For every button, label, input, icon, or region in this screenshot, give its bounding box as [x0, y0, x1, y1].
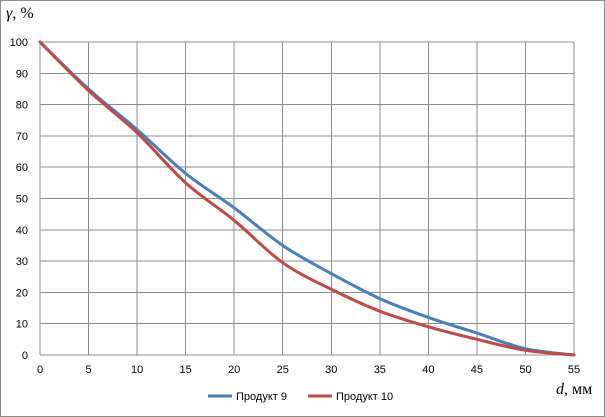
x-tick-label-2: 10	[131, 364, 143, 376]
y-tick-label-4: 40	[16, 225, 28, 237]
x-tick-label-7: 35	[374, 364, 386, 376]
x-tick-label-4: 20	[228, 364, 240, 376]
x-tick-label-0: 0	[37, 364, 43, 376]
x-tick-label-3: 15	[180, 364, 192, 376]
plot-area	[38, 40, 576, 357]
legend-label-2: Продукт 10	[336, 391, 393, 403]
series-line-1	[38, 40, 576, 357]
x-tick-label-1: 5	[85, 364, 91, 376]
x-tick-labels: 0 5 10 15 20 25 30 35 40 45 50 55	[37, 364, 580, 376]
x-axis-label: d, мм	[556, 381, 592, 398]
y-tick-label-10: 100	[10, 37, 28, 49]
y-tick-label-7: 70	[16, 131, 28, 143]
y-tick-label-5: 50	[16, 194, 28, 206]
y-tick-label-8: 80	[16, 100, 28, 112]
x-tick-label-5: 25	[277, 364, 289, 376]
y-tick-label-3: 30	[16, 256, 28, 268]
y-tick-label-2: 20	[16, 287, 28, 299]
x-tick-label-6: 30	[325, 364, 337, 376]
legend: Продукт 9 Продукт 10	[208, 391, 393, 403]
y-axis-label: γ, %	[6, 5, 34, 22]
x-tick-label-8: 40	[422, 364, 434, 376]
y-tick-labels: 0 10 20 30 40 50 60 70 80 90 100	[10, 37, 28, 362]
x-tick-label-9: 45	[471, 364, 483, 376]
y-tick-label-1: 10	[16, 319, 28, 331]
y-tick-label-6: 60	[16, 162, 28, 174]
x-tick-label-10: 50	[519, 364, 531, 376]
legend-label-1: Продукт 9	[236, 391, 287, 403]
grid	[39, 41, 575, 356]
y-tick-label-0: 0	[22, 350, 28, 362]
x-tick-label-11: 55	[568, 364, 580, 376]
y-tick-label-9: 90	[16, 68, 28, 80]
series-line-2	[38, 40, 576, 357]
